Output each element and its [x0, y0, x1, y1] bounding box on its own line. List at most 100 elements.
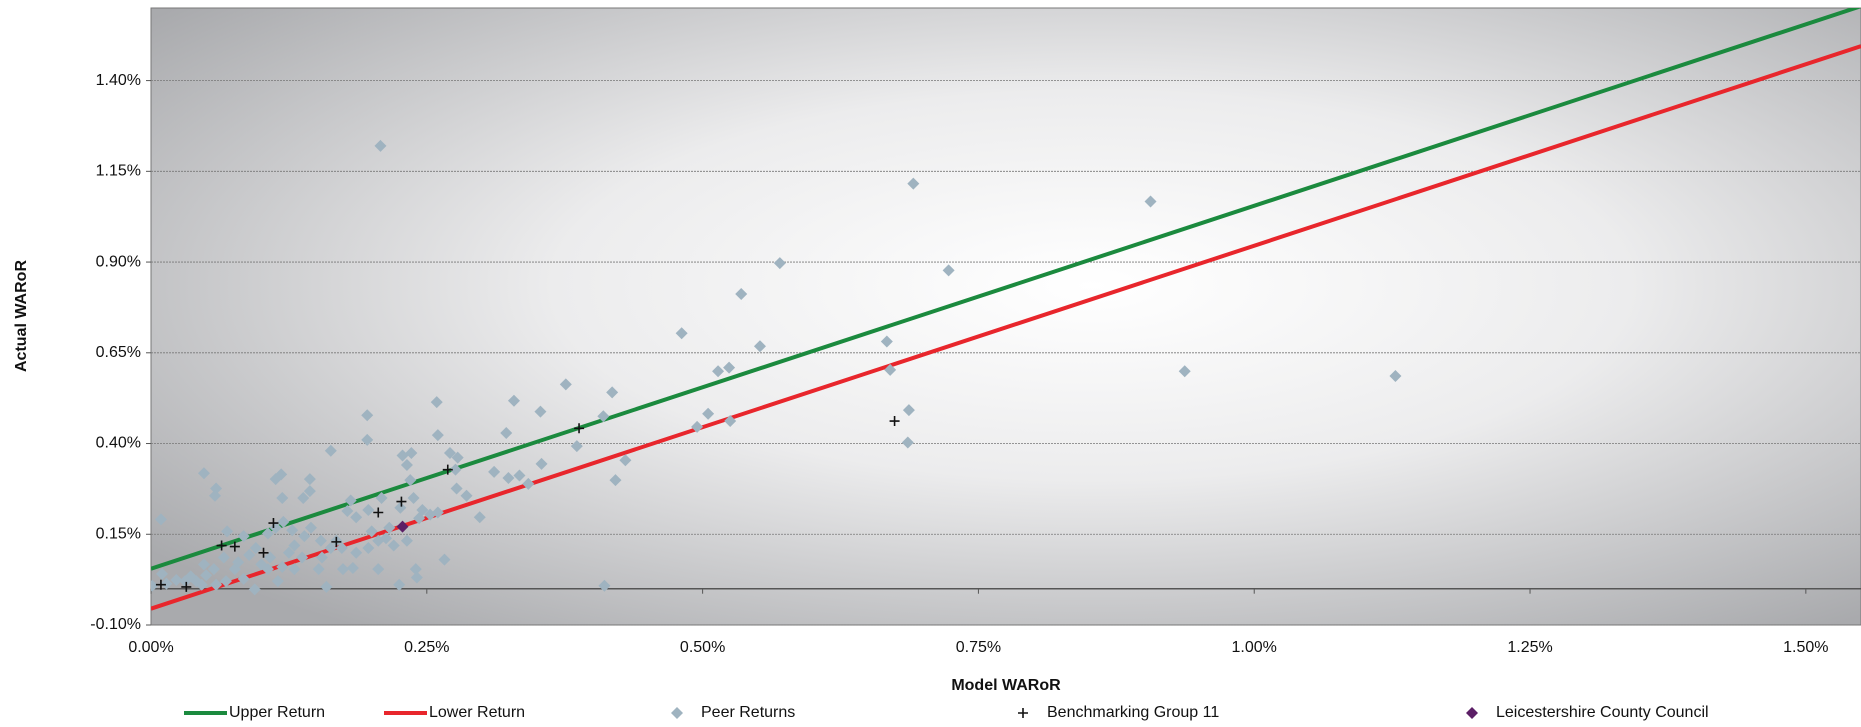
point [450, 482, 463, 495]
point [396, 520, 409, 533]
legend-label: Upper Return [229, 704, 325, 721]
point [753, 340, 766, 353]
legend-swatch [671, 707, 683, 719]
y-tick-label: 0.90% [96, 253, 141, 270]
point [723, 361, 736, 374]
point [902, 404, 915, 417]
x-tick-label: 0.75% [956, 639, 1001, 656]
point [724, 415, 737, 428]
point [217, 551, 230, 564]
point [170, 573, 183, 586]
point [1389, 370, 1402, 383]
point [303, 473, 316, 486]
point [361, 433, 374, 446]
point [207, 563, 220, 576]
point [208, 489, 221, 502]
point [534, 405, 547, 418]
point [229, 541, 240, 552]
point [331, 536, 342, 547]
point [773, 257, 786, 270]
point [570, 440, 583, 453]
point [416, 503, 429, 516]
point [200, 569, 213, 582]
point [513, 469, 526, 482]
point [303, 485, 316, 498]
point [210, 578, 223, 591]
point [195, 578, 208, 591]
point [341, 505, 354, 518]
point [282, 546, 295, 559]
x-axis-title: Model WARoR [951, 677, 1061, 694]
point [394, 501, 407, 514]
point [451, 451, 464, 464]
point [383, 521, 396, 534]
legend-swatch [1466, 707, 1478, 719]
point [264, 551, 277, 564]
point [598, 579, 611, 592]
point [522, 477, 535, 490]
point [884, 363, 897, 376]
point [243, 548, 256, 561]
point [248, 583, 261, 596]
point [151, 579, 159, 592]
point [324, 542, 337, 555]
legend-label: Lower Return [429, 704, 525, 721]
point [288, 563, 301, 576]
return-line [151, 8, 1861, 571]
point [336, 563, 349, 576]
point [535, 457, 548, 470]
point [438, 553, 451, 566]
point [375, 491, 388, 504]
x-tick-label: 1.00% [1232, 639, 1277, 656]
point [288, 539, 301, 552]
x-tick-label: 0.25% [404, 639, 449, 656]
y-tick-label: 0.40% [96, 435, 141, 452]
point [184, 570, 197, 583]
point [409, 563, 422, 576]
point [216, 540, 227, 551]
y-tick-label: 1.40% [96, 72, 141, 89]
point [574, 423, 585, 434]
point [335, 542, 348, 555]
point [1178, 365, 1191, 378]
plot-marks [151, 8, 1861, 611]
point [431, 506, 444, 519]
point [271, 575, 284, 588]
point [372, 534, 385, 547]
point [160, 577, 173, 590]
point [901, 436, 914, 449]
point [361, 409, 374, 422]
point [396, 449, 409, 462]
point [374, 139, 387, 152]
point [597, 410, 610, 423]
point [500, 427, 513, 440]
point [344, 494, 357, 507]
point [304, 521, 317, 534]
x-tick-label: 0.50% [680, 639, 725, 656]
point [443, 446, 456, 459]
point [702, 407, 715, 420]
point [396, 496, 407, 507]
y-axis-title: Actual WARoR [13, 260, 30, 372]
point [889, 416, 900, 427]
legend-label: Peer Returns [701, 704, 795, 721]
point [296, 551, 309, 564]
point [442, 464, 453, 475]
plot-area [150, 7, 1861, 626]
x-tick-label: 1.25% [1507, 639, 1552, 656]
point [431, 429, 444, 442]
y-tick-label: -0.10% [90, 616, 141, 633]
point [405, 446, 418, 459]
point [298, 530, 311, 543]
point [559, 378, 572, 391]
point [942, 264, 955, 277]
point [312, 563, 325, 576]
point [502, 472, 515, 485]
point [314, 534, 327, 547]
point [675, 327, 688, 340]
point [400, 458, 413, 471]
point [410, 571, 423, 584]
point [735, 287, 748, 300]
point [460, 489, 473, 502]
